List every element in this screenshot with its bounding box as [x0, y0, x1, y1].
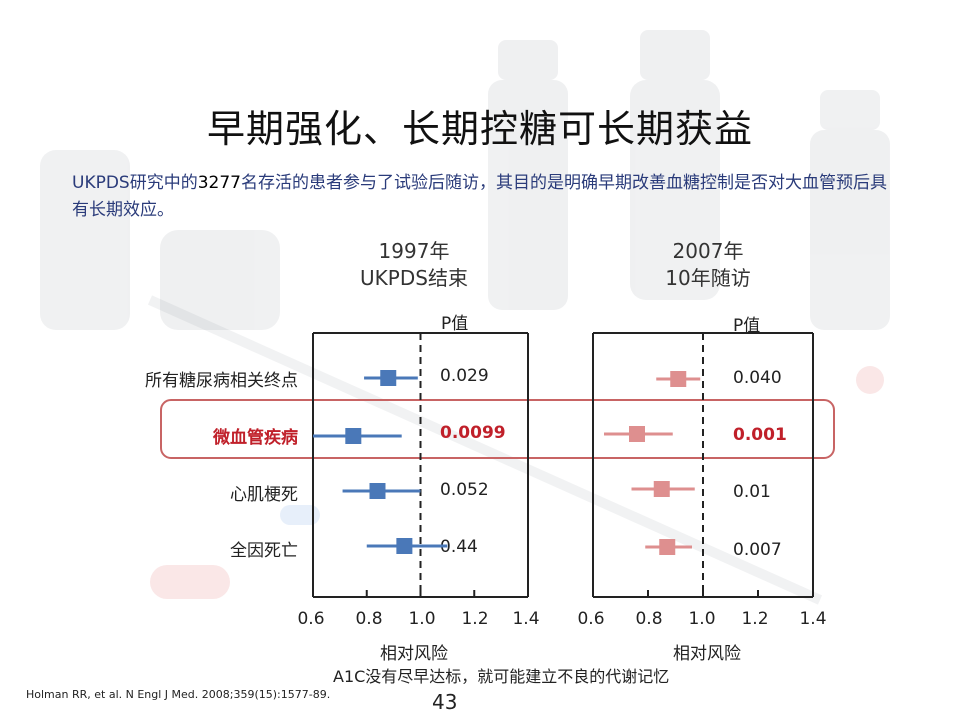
chart2-tick-label: 1.2: [741, 609, 769, 629]
chart1-tick-label: 1.0: [408, 609, 436, 629]
chart1-x-axis-label: 相对风险: [380, 644, 448, 664]
chart2-tick-label: 0.6: [577, 609, 605, 629]
forest-plot-2007: [592, 332, 814, 598]
category-label-microvascular: 微血管疾病: [213, 428, 298, 448]
chart2-header: 2007年 10年随访: [628, 238, 788, 292]
chart1-header-line2: UKPDS结束: [360, 266, 468, 290]
slide-title: 早期强化、长期控糖可长期获益: [206, 107, 753, 151]
point-estimate-marker: [345, 428, 362, 444]
chart2-p-value: 0.040: [733, 368, 782, 388]
chart1-header: 1997年 UKPDS结束: [334, 238, 494, 292]
chart1-tick-label: 0.8: [355, 609, 383, 629]
intro-text: UKPDS研究中的3277名存活的患者参与了试验后随访，其目的是明确早期改善血糖…: [72, 170, 892, 224]
category-label-myocardial-infarction: 心肌梗死: [230, 485, 298, 505]
chart2-tick-label: 0.8: [635, 609, 663, 629]
point-estimate-marker: [670, 371, 687, 387]
chart2-p-label: P值: [733, 316, 761, 336]
category-label-all-cause-death: 全因死亡: [230, 541, 298, 561]
citation: Holman RR, et al. N Engl J Med. 2008;359…: [26, 688, 331, 701]
chart1-tick-label: 0.6: [297, 609, 325, 629]
chart1-tick-label: 1.2: [461, 609, 489, 629]
forest-plot-1997: [312, 332, 529, 598]
chart1-p-label: P值: [441, 314, 469, 334]
point-estimate-marker: [369, 483, 386, 499]
chart1-p-value: 0.052: [440, 480, 489, 500]
chart2-header-line2: 10年随访: [665, 266, 751, 290]
chart1-p-value: 0.0099: [440, 423, 506, 443]
point-estimate-marker: [380, 370, 397, 386]
chart2-tick-label: 1.0: [688, 609, 716, 629]
chart1-header-line1: 1997年: [378, 239, 450, 263]
point-estimate-marker: [629, 426, 645, 442]
chart1-p-value: 0.029: [440, 366, 489, 386]
point-estimate-marker: [396, 538, 413, 554]
highlight-box: [160, 399, 835, 459]
chart1-p-value: 0.44: [440, 537, 478, 557]
intro-suffix: 名存活的患者参与了试验后随访，其目的是明确早期改善血糖控制是否对大血管预后具有长…: [72, 173, 887, 220]
chart2-p-value: 0.007: [733, 540, 782, 560]
point-estimate-marker: [659, 539, 676, 555]
intro-prefix: UKPDS研究中的: [72, 173, 198, 193]
page-number: 43: [432, 690, 458, 714]
point-estimate-marker: [653, 481, 670, 497]
chart2-p-value: 0.001: [733, 425, 787, 445]
chart1-tick-label: 1.4: [512, 609, 540, 629]
intro-number: 3277: [197, 173, 241, 193]
chart2-p-value: 0.01: [733, 482, 771, 502]
chart2-x-axis-label: 相对风险: [673, 644, 741, 664]
chart2-header-line1: 2007年: [672, 239, 744, 263]
footnote: A1C没有尽早达标，就可能建立不良的代谢记忆: [333, 667, 670, 686]
category-label-all-endpoints: 所有糖尿病相关终点: [145, 371, 298, 391]
chart2-tick-label: 1.4: [799, 609, 827, 629]
